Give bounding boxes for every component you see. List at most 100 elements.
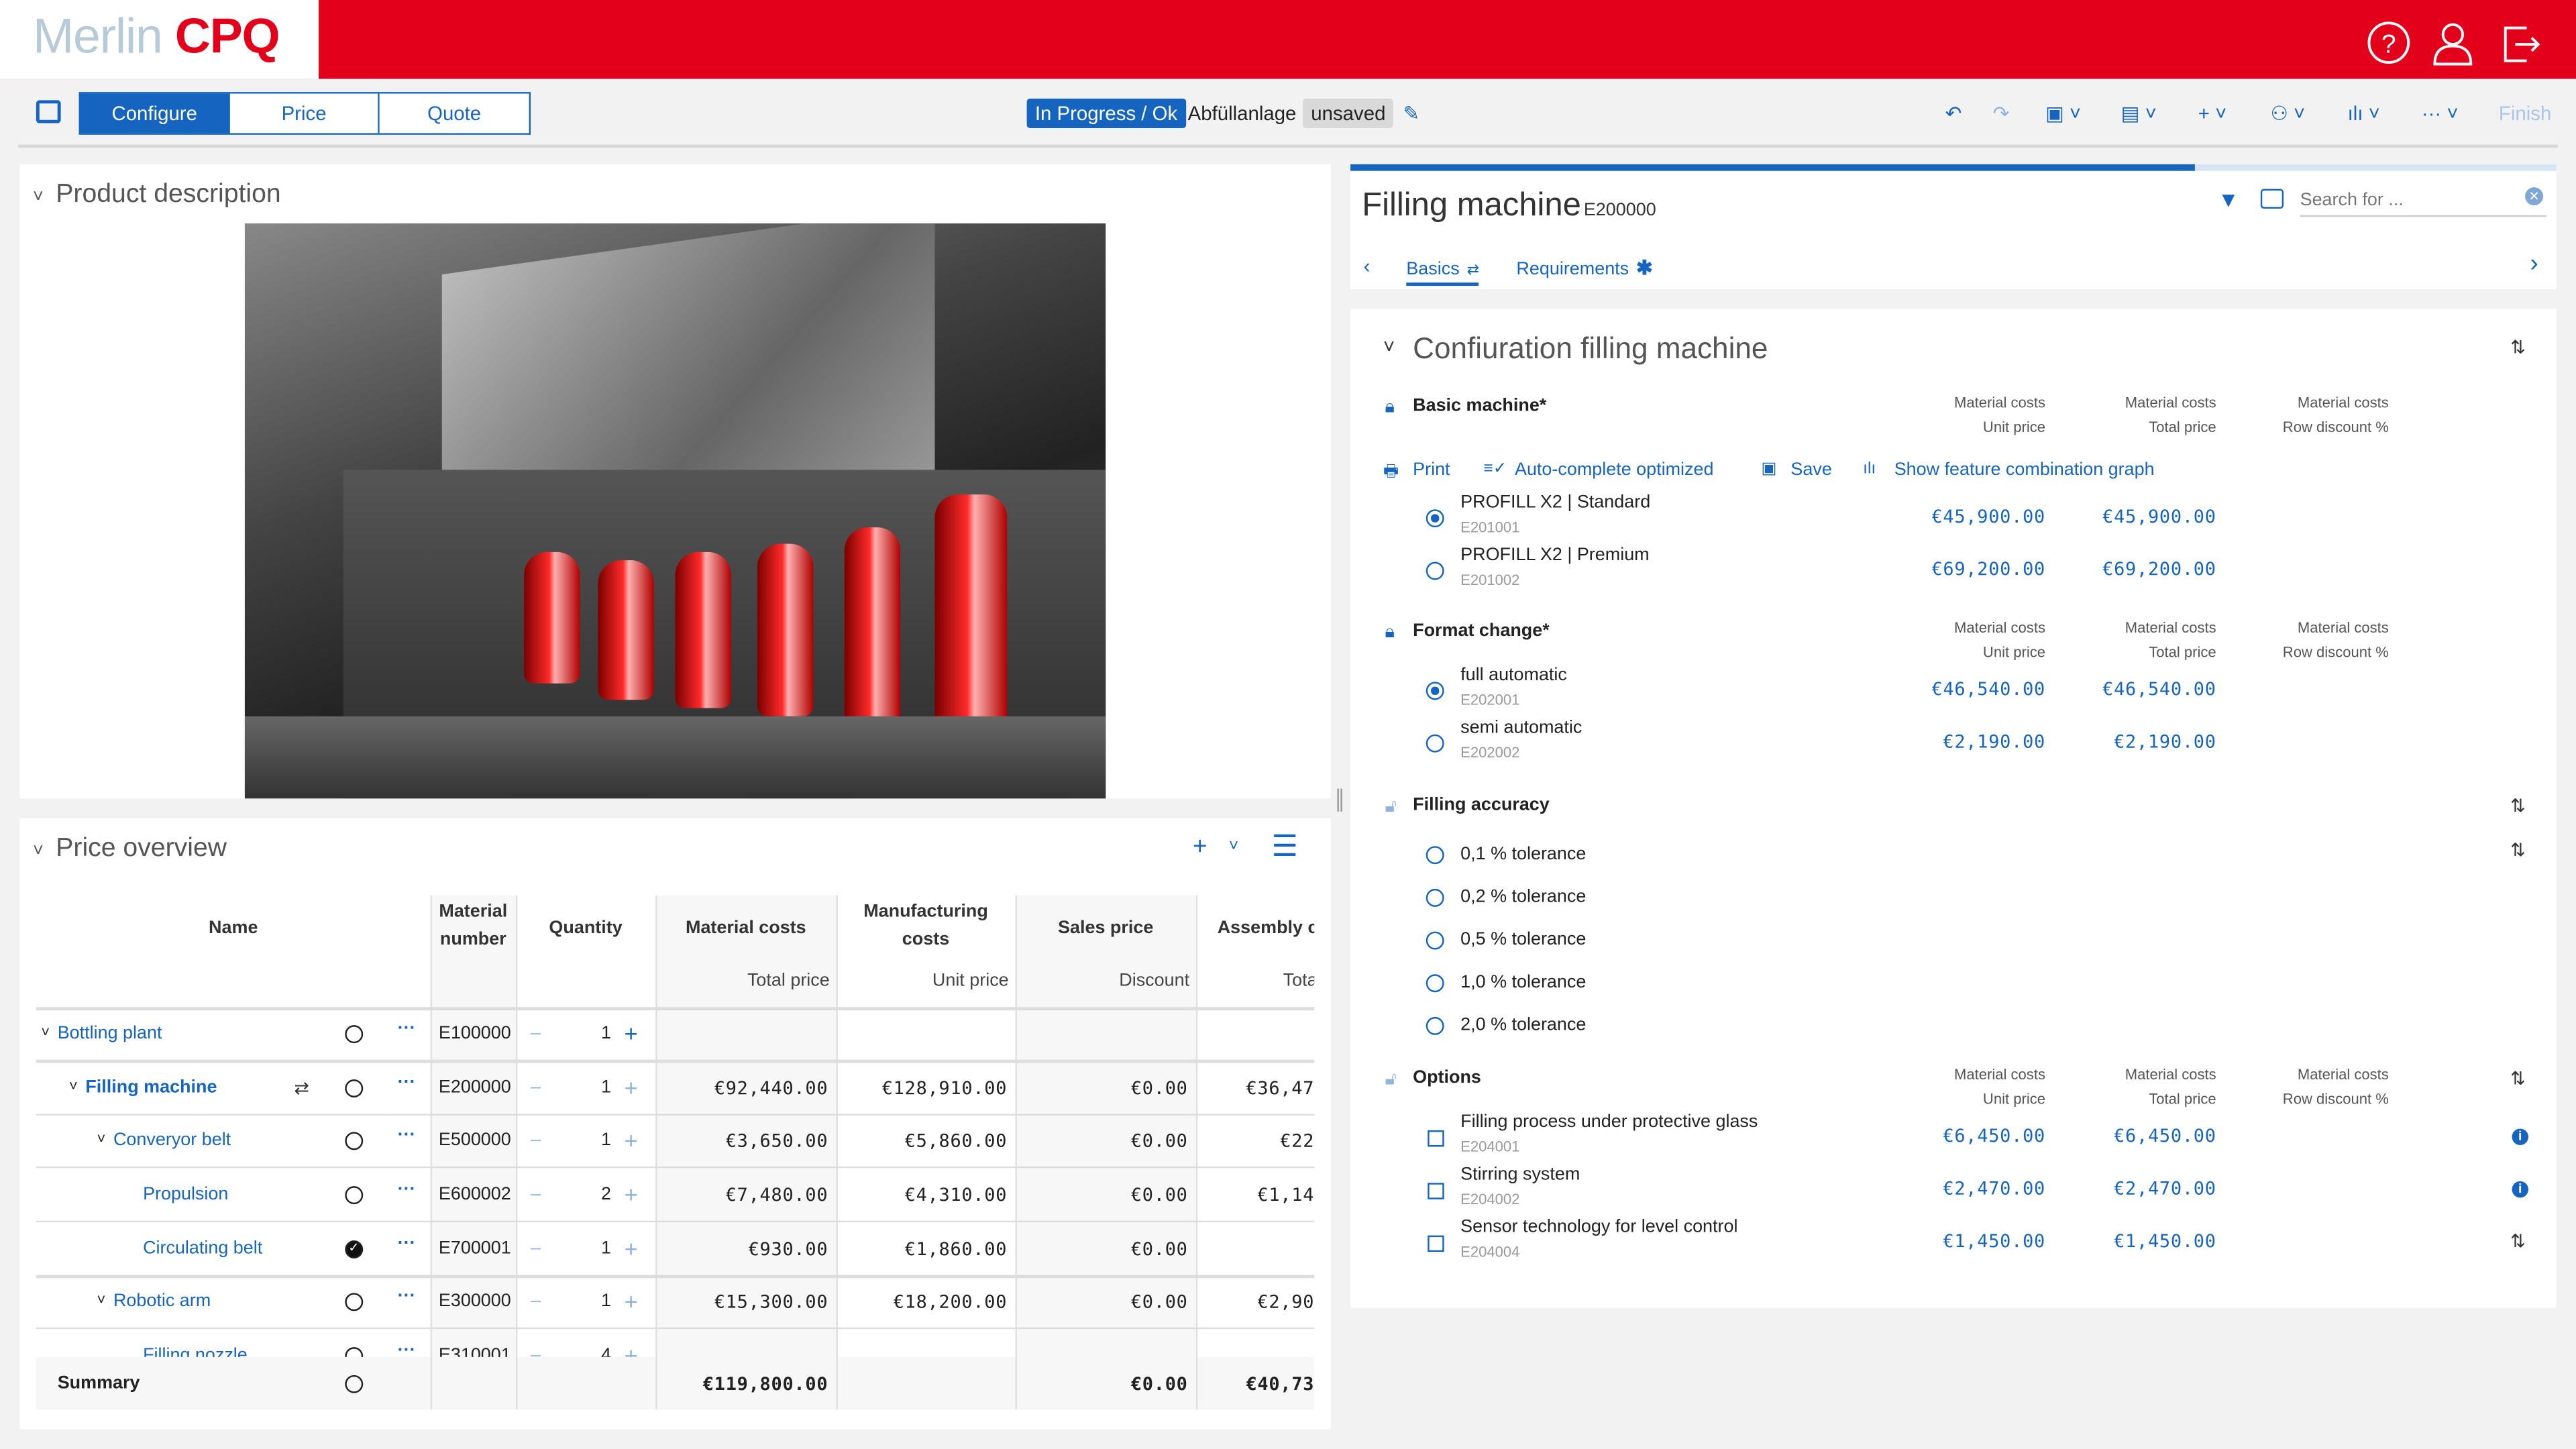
- quantity-value[interactable]: 1: [601, 1077, 612, 1097]
- add-menu-icon[interactable]: + ˅: [2198, 101, 2227, 125]
- more-menu-icon[interactable]: ··· ˅: [2421, 101, 2459, 125]
- filter-icon[interactable]: ▼: [2218, 187, 2239, 212]
- finish-button[interactable]: Finish: [2498, 101, 2552, 125]
- decrement-button[interactable]: –: [531, 1238, 541, 1258]
- chevron-down-icon[interactable]: ˅: [68, 1077, 78, 1095]
- action-2[interactable]: Save: [1790, 460, 1832, 480]
- option-label[interactable]: PROFILL X2 | Standard: [1460, 492, 1651, 513]
- quantity-value[interactable]: 2: [601, 1184, 612, 1205]
- clear-search-icon[interactable]: ✕: [2525, 187, 2544, 206]
- help-icon[interactable]: ?: [2366, 19, 2412, 66]
- quantity-value[interactable]: 1: [601, 1291, 612, 1311]
- increment-button[interactable]: +: [624, 1181, 638, 1208]
- folder-menu-icon[interactable]: ▤ ˅: [2121, 101, 2157, 125]
- column-header[interactable]: Quantity: [549, 918, 623, 938]
- row-name-link[interactable]: Propulsion: [143, 1184, 229, 1205]
- circle-icon[interactable]: [345, 1079, 364, 1097]
- swap-icon[interactable]: ⇅: [2510, 1069, 2526, 1089]
- circle-icon[interactable]: [345, 1025, 364, 1044]
- chevron-down-icon[interactable]: ˅: [97, 1130, 106, 1147]
- tabs-prev-icon[interactable]: ‹: [1363, 254, 1371, 278]
- increment-button[interactable]: +: [624, 1235, 638, 1262]
- option-label[interactable]: 2,0 % tolerance: [1460, 1015, 1587, 1035]
- circle-icon[interactable]: [345, 1293, 364, 1311]
- quantity-value[interactable]: 1: [601, 1130, 612, 1150]
- swap-icon[interactable]: ⇅: [2510, 338, 2526, 358]
- tab-price[interactable]: Price: [229, 93, 380, 133]
- autocomplete-icon[interactable]: ≡✓: [1483, 460, 1507, 478]
- more-icon[interactable]: ···: [397, 1286, 416, 1306]
- option-label[interactable]: Sensor technology for level control: [1460, 1217, 1738, 1238]
- tab-quote[interactable]: Quote: [379, 93, 529, 133]
- radio-button[interactable]: [1426, 682, 1444, 700]
- quantity-value[interactable]: 1: [601, 1023, 612, 1044]
- menu-icon[interactable]: ☰: [1271, 829, 1299, 863]
- radio-button[interactable]: [1426, 561, 1444, 580]
- circle-icon[interactable]: [345, 1186, 364, 1205]
- quantity-value[interactable]: 1: [601, 1238, 612, 1258]
- chart-menu-icon[interactable]: ılı ˅: [2347, 101, 2380, 125]
- add-icon[interactable]: +: [1192, 833, 1208, 861]
- increment-button[interactable]: +: [624, 1074, 638, 1101]
- column-header[interactable]: Manufacturing costs: [863, 902, 988, 950]
- info-icon[interactable]: i: [2512, 1128, 2529, 1145]
- row-name-link[interactable]: Bottling plant: [57, 1023, 162, 1044]
- option-label[interactable]: 0,2 % tolerance: [1460, 887, 1587, 907]
- logout-icon[interactable]: [2497, 19, 2543, 66]
- save-menu-icon[interactable]: ▣ ˅: [2045, 101, 2082, 125]
- column-header[interactable]: Material costs: [685, 918, 806, 938]
- users-menu-icon[interactable]: ⚇ ˅: [2270, 101, 2306, 125]
- more-icon[interactable]: ···: [397, 1340, 416, 1360]
- action-1[interactable]: Auto-complete optimized: [1514, 460, 1714, 480]
- tab-basics[interactable]: Basics ⇄: [1406, 253, 1480, 286]
- decrement-button[interactable]: –: [531, 1291, 541, 1311]
- info-icon[interactable]: i: [2512, 1181, 2529, 1198]
- increment-button[interactable]: +: [624, 1288, 638, 1315]
- increment-button[interactable]: +: [624, 1020, 638, 1047]
- row-name-link[interactable]: Filling machine: [85, 1077, 217, 1097]
- swap-icon[interactable]: ⇅: [2510, 841, 2526, 861]
- splitter-handle[interactable]: [1337, 788, 1342, 812]
- column-header[interactable]: Assembly c: [1217, 918, 1315, 938]
- option-label[interactable]: Filling process under protective glass: [1460, 1112, 1758, 1132]
- camera-icon[interactable]: [2260, 189, 2284, 209]
- radio-button[interactable]: [1426, 974, 1444, 993]
- logo[interactable]: Merlin CPQ: [0, 0, 319, 79]
- more-icon[interactable]: ···: [397, 1073, 416, 1093]
- option-label[interactable]: 0,5 % tolerance: [1460, 930, 1587, 950]
- radio-button[interactable]: [1426, 888, 1444, 907]
- radio-button[interactable]: [1426, 846, 1444, 865]
- checkbox[interactable]: [1428, 1235, 1444, 1252]
- chevron-down-icon[interactable]: ˅: [97, 1291, 106, 1308]
- radio-button[interactable]: [1426, 509, 1444, 528]
- row-name-link[interactable]: Robotic arm: [113, 1291, 211, 1311]
- undo-icon[interactable]: ↶: [1945, 101, 1962, 125]
- redo-icon[interactable]: ↷: [1992, 101, 2010, 125]
- chevron-down-icon[interactable]: ˅: [41, 1023, 50, 1040]
- column-header[interactable]: Sales price: [1058, 918, 1154, 938]
- more-icon[interactable]: ···: [397, 1179, 416, 1199]
- save-icon[interactable]: ▣: [1761, 460, 1777, 478]
- radio-button[interactable]: [1426, 1016, 1444, 1035]
- tabs-next-icon[interactable]: ›: [2530, 250, 2538, 278]
- action-3[interactable]: Show feature combination graph: [1894, 460, 2155, 480]
- swap-icon[interactable]: ⇅: [2510, 796, 2526, 817]
- row-name-link[interactable]: Converyor belt: [113, 1130, 231, 1150]
- decrement-button[interactable]: –: [531, 1184, 541, 1205]
- swap-icon[interactable]: ⇄: [294, 1079, 309, 1099]
- option-label[interactable]: 0,1 % tolerance: [1460, 844, 1587, 865]
- tab-requirements[interactable]: Requirements ✱: [1516, 256, 1653, 280]
- chart-icon[interactable]: ılı: [1863, 460, 1876, 478]
- chevron-down-icon[interactable]: ˅: [32, 187, 44, 207]
- circle-icon[interactable]: [345, 1132, 364, 1150]
- checked-circle-icon[interactable]: ✓: [345, 1240, 364, 1258]
- action-0[interactable]: Print: [1413, 460, 1450, 480]
- circle-icon[interactable]: [345, 1375, 364, 1393]
- increment-button[interactable]: +: [624, 1127, 638, 1154]
- radio-button[interactable]: [1426, 931, 1444, 950]
- option-label[interactable]: semi automatic: [1460, 718, 1582, 738]
- decrement-button[interactable]: –: [531, 1023, 541, 1044]
- column-header[interactable]: Material number: [439, 902, 508, 950]
- more-icon[interactable]: ···: [397, 1018, 416, 1038]
- panel-toggle-icon[interactable]: [36, 100, 61, 123]
